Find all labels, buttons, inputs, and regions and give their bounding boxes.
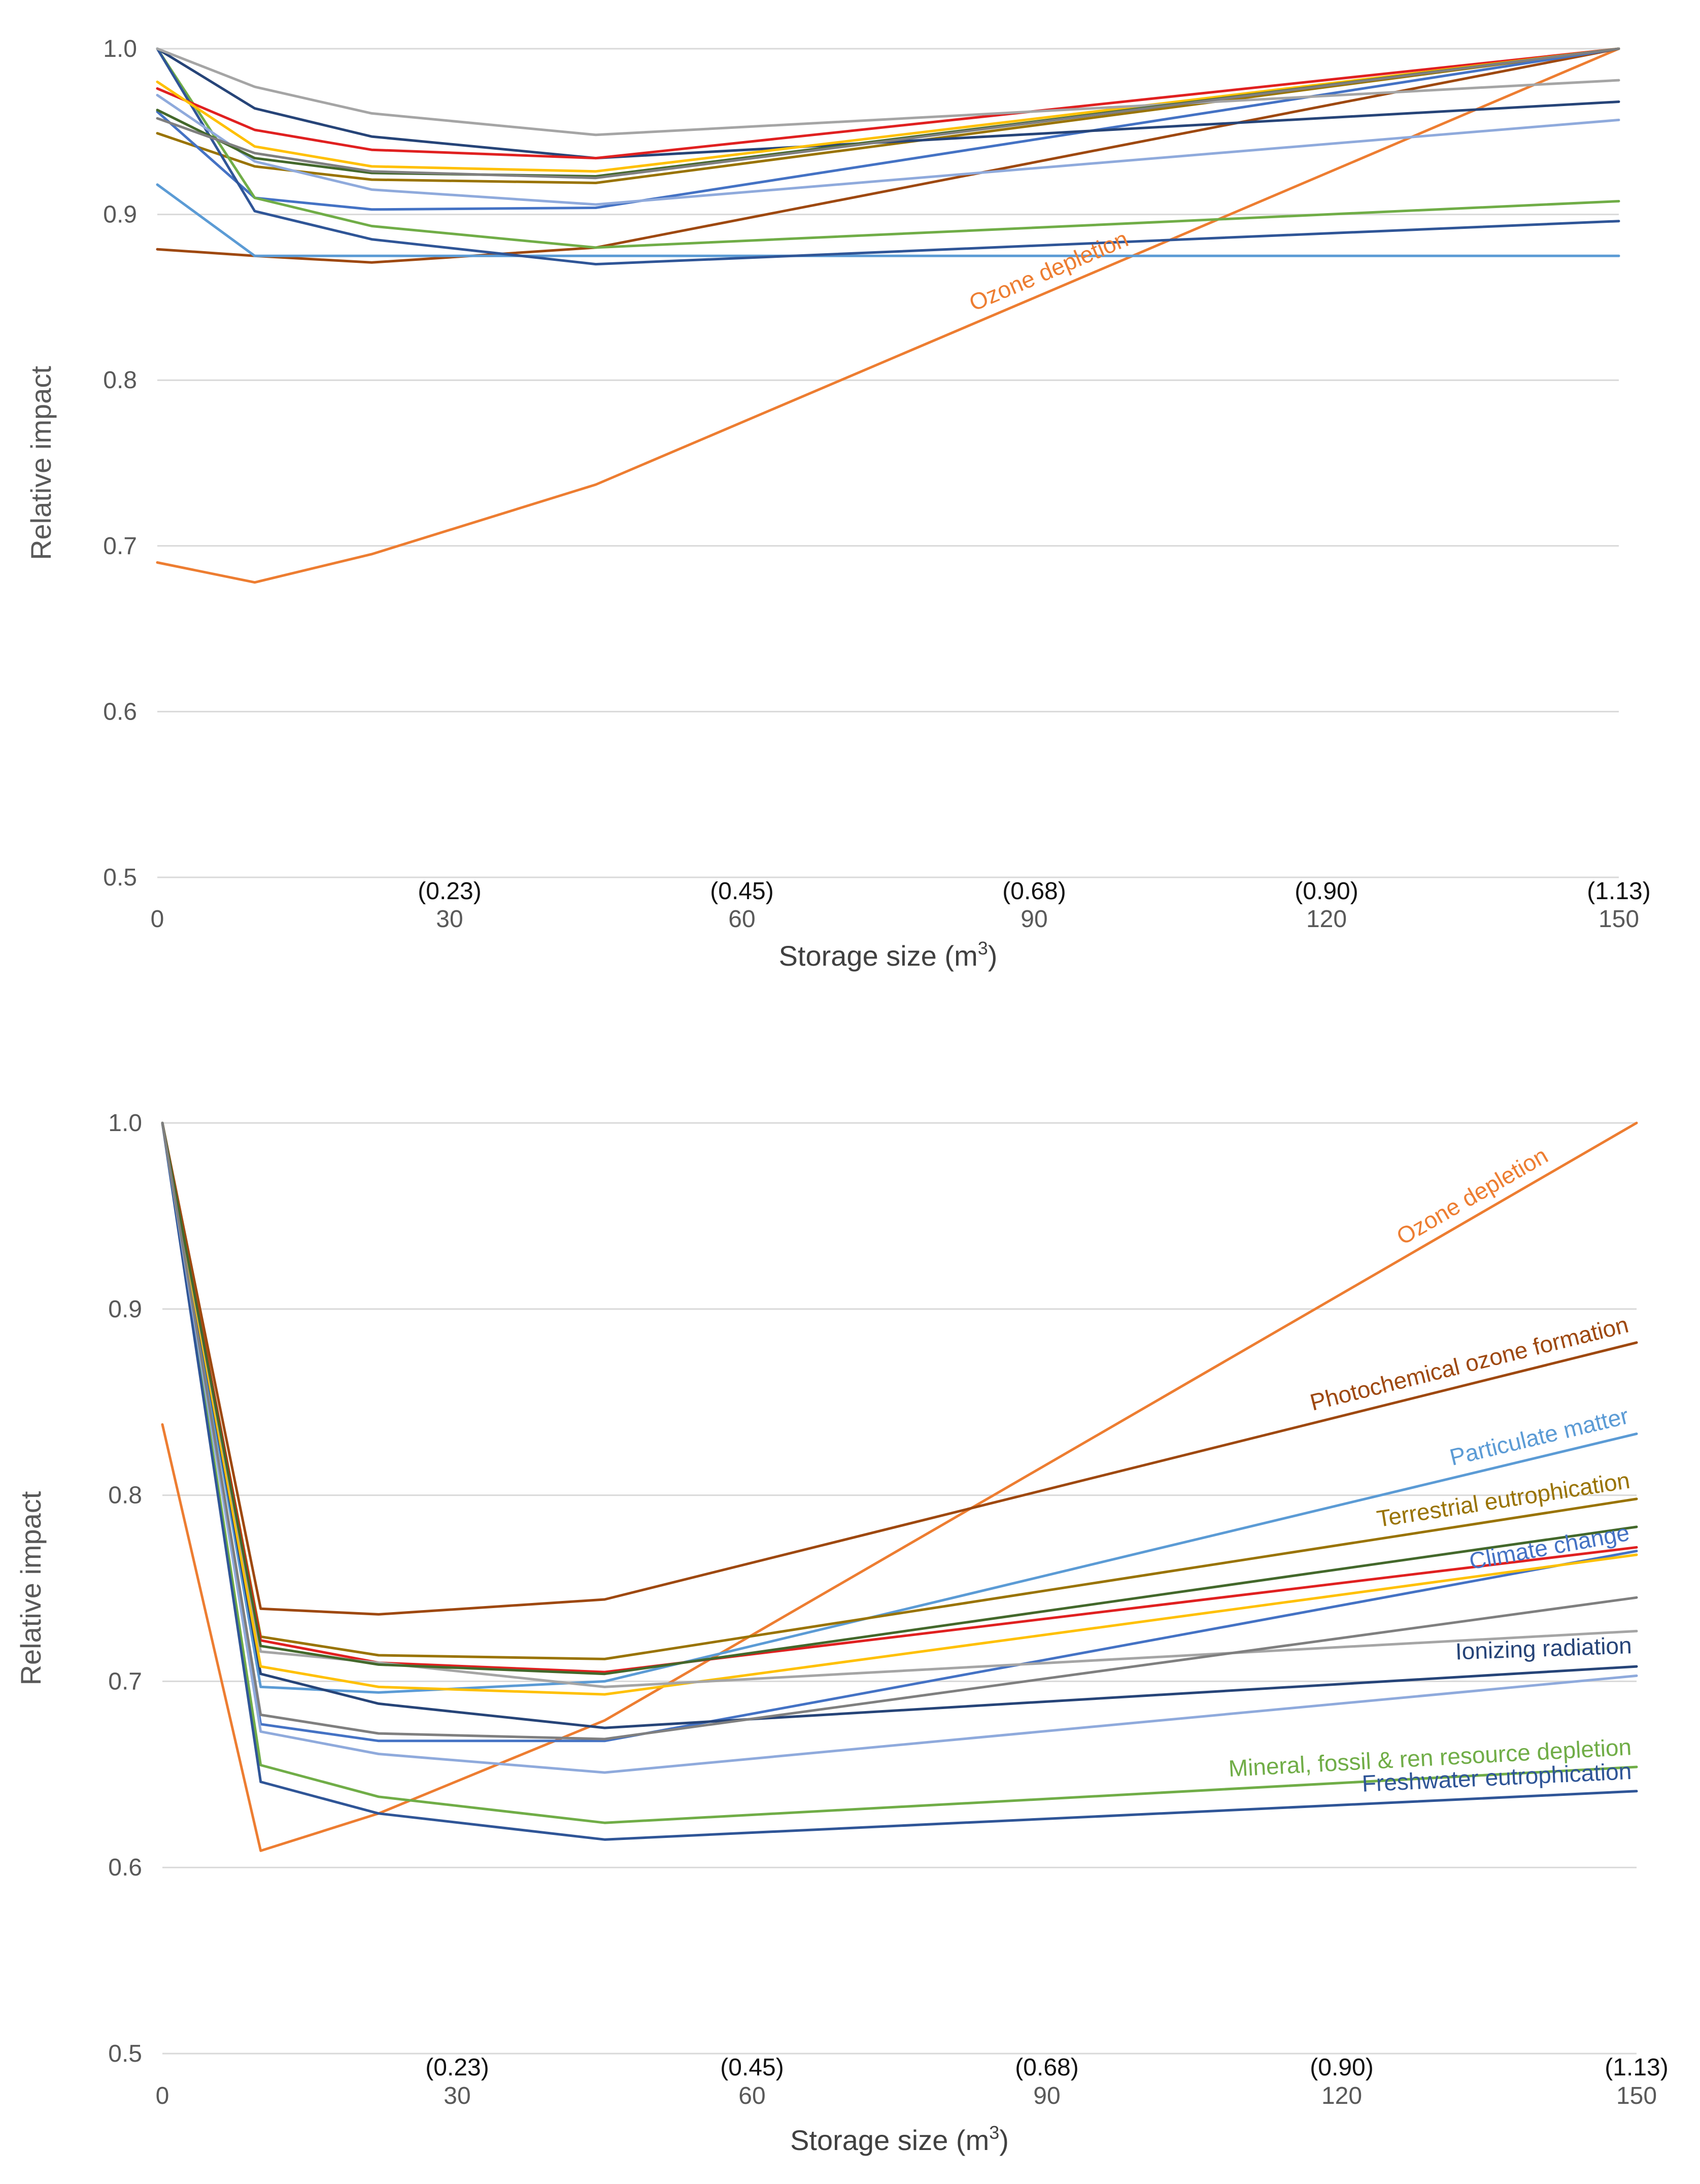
y-tick-label: 0.5 bbox=[103, 864, 137, 891]
x-tick-label: 90 bbox=[1021, 906, 1047, 933]
x-tick-label: 60 bbox=[738, 2083, 765, 2109]
y-tick-label: 0.6 bbox=[108, 1854, 142, 1881]
series-line-particulate-matter bbox=[156, 183, 1620, 257]
series-line-freshwater-eutrophication bbox=[156, 47, 1620, 266]
x-axis-title: Storage size (m3) bbox=[779, 938, 998, 972]
x-tick-sublabel: (0.90) bbox=[1310, 2054, 1373, 2081]
y-tick-label: 0.9 bbox=[108, 1296, 142, 1323]
y-axis-title: Relative impact bbox=[15, 1491, 47, 1685]
x-tick-label: 150 bbox=[1599, 906, 1639, 933]
series-line-water-use bbox=[156, 47, 1620, 180]
series-label-terrestrial-eutrophication: Terrestrial eutrophication bbox=[1375, 1467, 1631, 1532]
y-tick-label: 0.7 bbox=[103, 533, 137, 560]
series-line-acidification bbox=[156, 47, 1620, 160]
series-line-human-toxicity bbox=[156, 47, 1620, 173]
x-tick-label: 30 bbox=[436, 906, 463, 933]
x-tick-sublabel: (0.45) bbox=[710, 878, 773, 905]
x-tick-label: 90 bbox=[1033, 2083, 1060, 2109]
chart-panel-2: 0.50.60.70.80.91.00 30(0.23)60(0.45)90(0.… bbox=[15, 1110, 1669, 2156]
x-tick-label: 30 bbox=[444, 2083, 470, 2109]
series-label-ozone-depletion: Ozone depletion bbox=[1392, 1142, 1552, 1250]
series-label-photochemical-ozone-formation: Photochemical ozone formation bbox=[1307, 1311, 1631, 1416]
y-tick-label: 0.6 bbox=[103, 698, 137, 725]
series-label-ozone-depletion: Ozone depletion bbox=[965, 225, 1132, 316]
series-label-particulate-matter: Particulate matter bbox=[1447, 1402, 1631, 1471]
series-line-water-use bbox=[161, 1121, 1638, 1741]
x-tick-sublabel: (0.23) bbox=[418, 878, 481, 905]
y-tick-label: 0.9 bbox=[103, 201, 137, 228]
chart-panel-1: 0.50.60.70.80.91.00 30(0.23)60(0.45)90(0.… bbox=[25, 36, 1651, 972]
x-tick-sublabel: (0.90) bbox=[1295, 878, 1358, 905]
series-line-climate-change bbox=[156, 47, 1620, 211]
x-tick-sublabel: (0.23) bbox=[425, 2054, 489, 2081]
y-tick-label: 0.7 bbox=[108, 1668, 142, 1695]
series-line-mineral-fossil-and-ren-resource-depletion bbox=[156, 47, 1620, 249]
series-line-land-use bbox=[156, 47, 1620, 136]
series-line-photochemical-ozone-formation bbox=[156, 47, 1620, 264]
series-line-land-use bbox=[161, 1121, 1638, 1688]
series-line-human-toxicity bbox=[161, 1121, 1638, 1696]
series-line-mineral-fossil-and-ren-resource-depletion bbox=[161, 1121, 1638, 1824]
x-tick-sublabel: (0.68) bbox=[1002, 878, 1066, 905]
series-line-ecotoxicity bbox=[156, 93, 1620, 206]
x-tick-label: 60 bbox=[728, 906, 755, 933]
series-line-terrestrial-eutrophication bbox=[161, 1121, 1638, 1660]
x-tick-label: 0 bbox=[156, 2083, 169, 2109]
x-tick-sublabel: (0.45) bbox=[720, 2054, 784, 2081]
x-tick-label: 0 bbox=[151, 906, 164, 933]
x-axis-title: Storage size (m3) bbox=[790, 2122, 1009, 2156]
x-tick-label: 120 bbox=[1306, 906, 1347, 933]
series-line-particulate-matter bbox=[161, 1121, 1638, 1694]
series-line-freshwater-eutrophication bbox=[161, 1121, 1638, 1841]
series-line-photochemical-ozone-formation bbox=[161, 1121, 1638, 1616]
series-line-ionizing-radiation bbox=[156, 47, 1620, 160]
x-tick-sublabel: (1.13) bbox=[1605, 2054, 1668, 2081]
x-tick-sublabel: (1.13) bbox=[1587, 878, 1650, 905]
y-tick-label: 0.8 bbox=[108, 1482, 142, 1509]
series-label-ionizing-radiation: Ionizing radiation bbox=[1455, 1632, 1632, 1664]
x-tick-sublabel: (0.68) bbox=[1015, 2054, 1078, 2081]
y-axis-title: Relative impact bbox=[25, 366, 57, 560]
series-line-ozone-depletion bbox=[156, 47, 1620, 584]
y-tick-label: 1.0 bbox=[108, 1110, 142, 1137]
x-tick-label: 120 bbox=[1321, 2083, 1362, 2109]
series-group bbox=[156, 47, 1620, 584]
y-tick-label: 0.5 bbox=[108, 2040, 142, 2067]
x-tick-label: 150 bbox=[1616, 2083, 1657, 2109]
series-line-ecotoxicity bbox=[161, 1121, 1638, 1774]
series-line-marine-eutrophication bbox=[156, 47, 1620, 178]
y-tick-label: 1.0 bbox=[103, 36, 137, 62]
y-tick-label: 0.8 bbox=[103, 367, 137, 394]
series-group bbox=[161, 1121, 1638, 1852]
series-line-marine-eutrophication bbox=[161, 1121, 1638, 1676]
